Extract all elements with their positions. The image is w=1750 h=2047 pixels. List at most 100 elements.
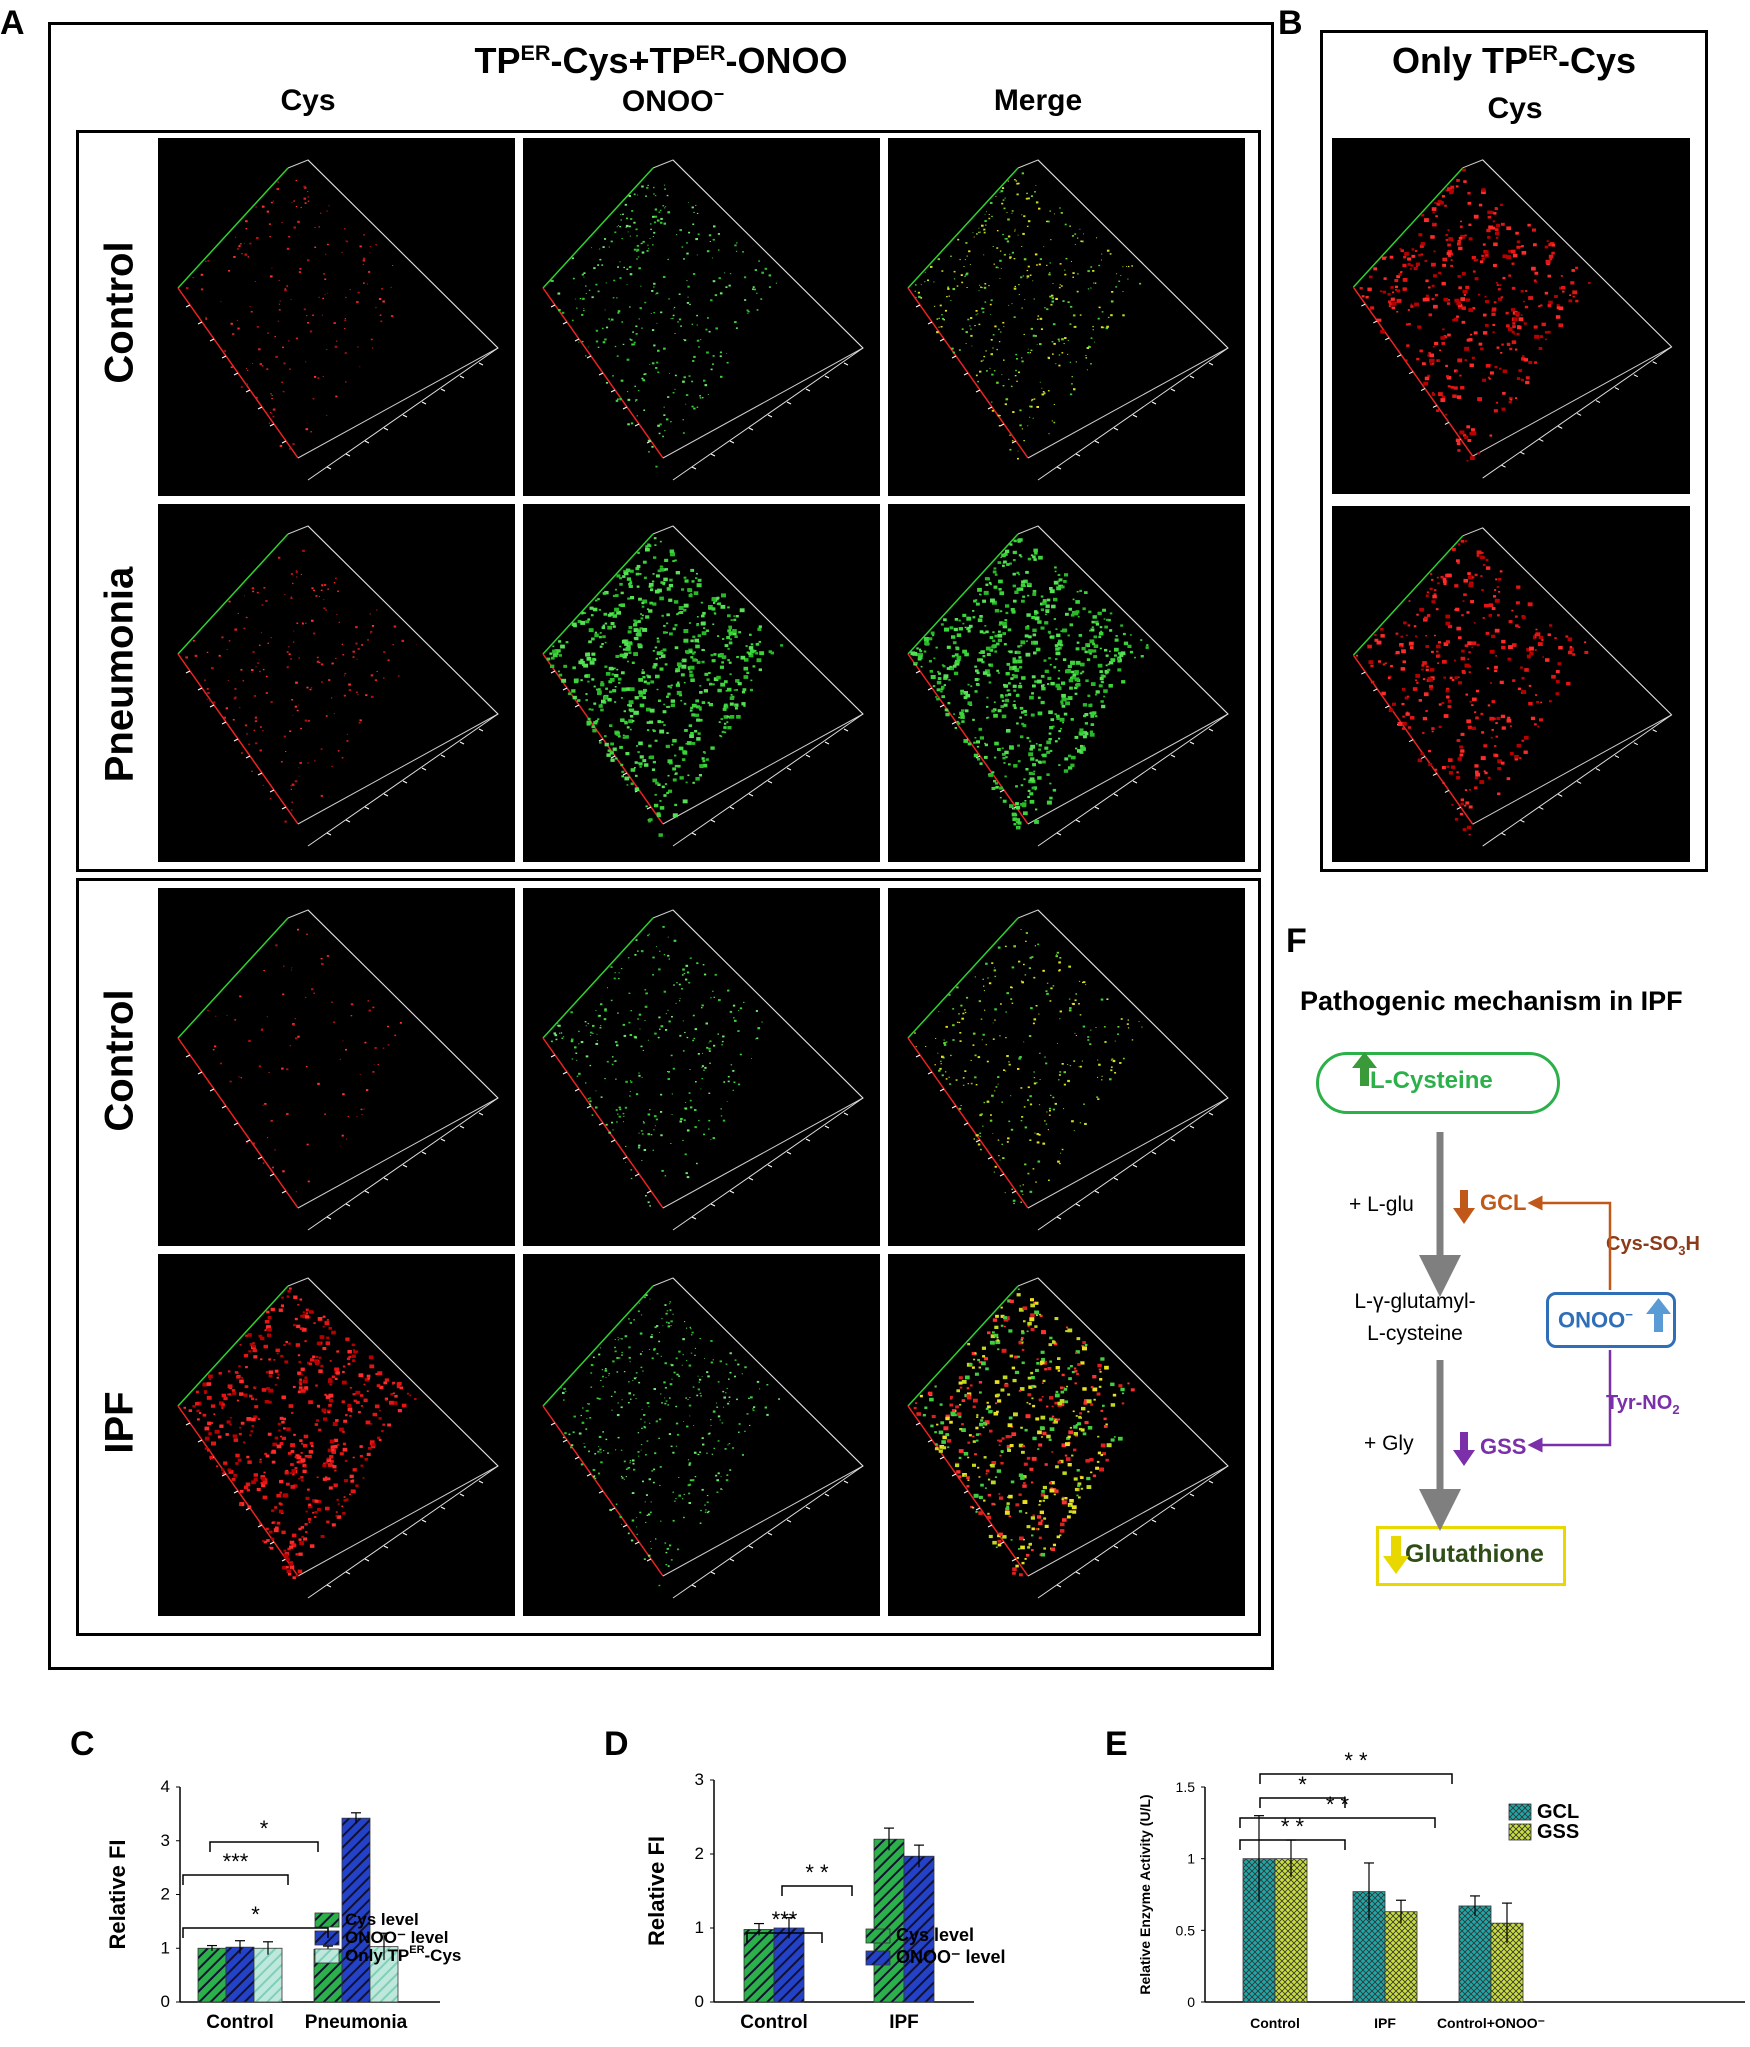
tile-content xyxy=(542,909,864,1231)
bar xyxy=(1384,1911,1418,2003)
image-control2-onoo xyxy=(523,888,880,1246)
panel-f-letter: F xyxy=(1286,922,1307,960)
significance-label: * * xyxy=(1344,1748,1368,1773)
panel-c-letter: C xyxy=(70,1725,95,1763)
panel-a-upper-box xyxy=(76,130,1261,872)
legend-swatch xyxy=(1508,1803,1532,1821)
glutathione-label: Glutathione xyxy=(1405,1540,1544,1568)
y-tick-label: 0 xyxy=(161,1992,170,2011)
panel-a-lower-box xyxy=(76,878,1261,1636)
panel-b-letter: B xyxy=(1278,4,1303,42)
x-tick-label: Control xyxy=(740,2012,808,2033)
significance-bracket xyxy=(1239,1817,1436,1828)
y-tick-label: 0 xyxy=(1187,1994,1195,2010)
tile-content xyxy=(177,525,499,847)
image-control2-cys xyxy=(158,888,515,1246)
image-ipf-cys xyxy=(158,1254,515,1616)
significance-bracket xyxy=(746,1932,823,1943)
col-head-merge: Merge xyxy=(993,84,1083,117)
tile-content xyxy=(907,525,1229,847)
down-arrow-icon-gss xyxy=(1453,1432,1475,1466)
tile-content xyxy=(542,525,864,847)
legend-label: GSS xyxy=(1537,1821,1579,1843)
mechanism-arrows xyxy=(1352,1052,1671,1574)
legend-label: ONOO⁻ level xyxy=(896,1947,1006,1967)
image-b-top xyxy=(1332,138,1690,494)
image-control-merge xyxy=(888,138,1245,496)
legend-swatch xyxy=(1508,1823,1532,1841)
chart-c: 0 1 2 3 4 Relative FI Control Pneumonia Cys leve… xyxy=(105,1777,461,2033)
gss-label: GSS xyxy=(1480,1434,1527,1459)
bar xyxy=(341,1817,371,2003)
y-tick-label: 1.5 xyxy=(1176,1779,1196,1795)
bar xyxy=(253,1947,283,2003)
tile-content xyxy=(542,1277,864,1599)
x-tick-label: Pneumonia xyxy=(305,2012,408,2033)
bar xyxy=(225,1946,255,2003)
bar xyxy=(773,1927,805,2003)
image-pneumonia-merge xyxy=(888,504,1245,862)
panel-d-letter: D xyxy=(604,1725,629,1763)
y-tick-label: 1 xyxy=(161,1938,170,1957)
y-tick-label: 3 xyxy=(695,1770,704,1789)
tyr-no2-label: Tyr-NO2 xyxy=(1606,1392,1680,1417)
panel-b-title: Only TPER-Cys xyxy=(1391,40,1637,81)
intermediate-line-2: L-cysteine xyxy=(1367,1322,1463,1345)
down-arrow-icon-gcl xyxy=(1453,1190,1475,1224)
significance-bracket xyxy=(182,1874,289,1885)
col-head-cys: Cys xyxy=(280,84,336,117)
legend-swatch xyxy=(865,1950,891,1966)
chart-e: 0 0.5 1 1.5 Relative Enzyme Activity (U/L) Co… xyxy=(1137,1748,1745,2031)
y-axis-label: Relative Enzyme Activity (U/L) xyxy=(1137,1794,1153,1994)
gly-label: + Gly xyxy=(1364,1432,1414,1455)
row-label-control-1: Control xyxy=(97,241,142,384)
panel-a-frame xyxy=(48,22,1274,1670)
gcl-label: GCL xyxy=(1480,1190,1527,1215)
significance-bracket xyxy=(1239,1839,1346,1850)
up-arrow-icon-onoo xyxy=(1646,1298,1671,1332)
y-tick-label: 0 xyxy=(695,1992,704,2011)
significance-label: * xyxy=(260,1816,269,1841)
x-tick-label: Control+ONOO⁻ xyxy=(1437,2015,1545,2031)
up-arrow-icon-cysteine xyxy=(1352,1052,1377,1086)
tile-content xyxy=(1352,159,1673,479)
chart-d: 0 1 2 3 Relative FI Control IPF Cys levelONOO⁻ … xyxy=(644,1770,1006,2033)
legend-label: ONOO⁻ level xyxy=(345,1928,448,1947)
row-label-control-2: Control xyxy=(97,989,142,1132)
y-tick-label: 2 xyxy=(695,1844,704,1863)
x-tick-label: Control xyxy=(1250,2015,1300,2031)
tile-content xyxy=(542,159,864,481)
tile-content xyxy=(177,909,499,1231)
x-tick-label: Control xyxy=(206,2012,274,2033)
legend-label: Cys level xyxy=(896,1925,974,1945)
l-cysteine-box xyxy=(1316,1052,1560,1114)
legend-swatch xyxy=(314,1930,340,1946)
y-tick-label: 1 xyxy=(695,1918,704,1937)
bar xyxy=(873,1838,905,2003)
l-glu-label: + L-glu xyxy=(1349,1193,1414,1216)
tile-content xyxy=(907,159,1229,481)
y-axis-label: Relative FI xyxy=(105,1839,130,1949)
panel-a-title: TPER-Cys+TPER-ONOO xyxy=(474,40,848,81)
tile-content xyxy=(177,1277,499,1599)
significance-bracket xyxy=(182,1927,329,1938)
x-tick-label: IPF xyxy=(889,2012,919,2033)
y-tick-label: 1 xyxy=(1187,1851,1195,1867)
tile-content xyxy=(907,909,1229,1231)
arrow-onoo-to-gss xyxy=(1527,1350,1612,1453)
panel-a-letter: A xyxy=(0,4,25,42)
legend-label: Only TPER-Cys xyxy=(345,1944,461,1965)
significance-label: * * xyxy=(1281,1814,1305,1839)
legend-label: GCL xyxy=(1537,1801,1579,1823)
panel-b-col-head: Cys xyxy=(1487,92,1543,125)
y-tick-label: 4 xyxy=(161,1777,170,1796)
tile-content xyxy=(907,1277,1229,1599)
glutathione-box xyxy=(1376,1526,1566,1586)
x-tick-label: IPF xyxy=(1374,2015,1396,2031)
panel-f-title: Pathogenic mechanism in IPF xyxy=(1300,986,1683,1016)
row-label-pneumonia: Pneumonia xyxy=(97,566,142,783)
panel-e-letter: E xyxy=(1105,1725,1128,1763)
significance-bracket xyxy=(1259,1797,1346,1808)
down-arrow-icon-glutathione xyxy=(1383,1536,1409,1574)
bar xyxy=(1274,1858,1308,2003)
